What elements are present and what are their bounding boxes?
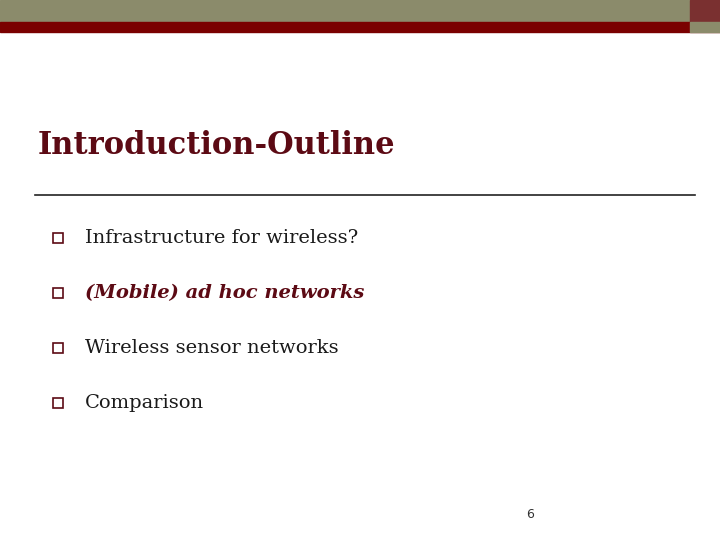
Text: Wireless sensor networks: Wireless sensor networks: [85, 339, 338, 357]
Bar: [53, 398, 63, 408]
Bar: [690, 22, 720, 32]
Bar: [0, 22, 720, 32]
Bar: [690, 0, 720, 22]
Text: Comparison: Comparison: [85, 394, 204, 412]
Bar: [53, 288, 63, 298]
Text: (Mobile) ad hoc networks: (Mobile) ad hoc networks: [85, 284, 364, 302]
Bar: [0, 0, 720, 22]
Bar: [53, 233, 63, 243]
Bar: [53, 343, 63, 353]
Text: Introduction-Outline: Introduction-Outline: [38, 130, 395, 160]
Text: 6: 6: [526, 509, 534, 522]
Text: Infrastructure for wireless?: Infrastructure for wireless?: [85, 229, 359, 247]
